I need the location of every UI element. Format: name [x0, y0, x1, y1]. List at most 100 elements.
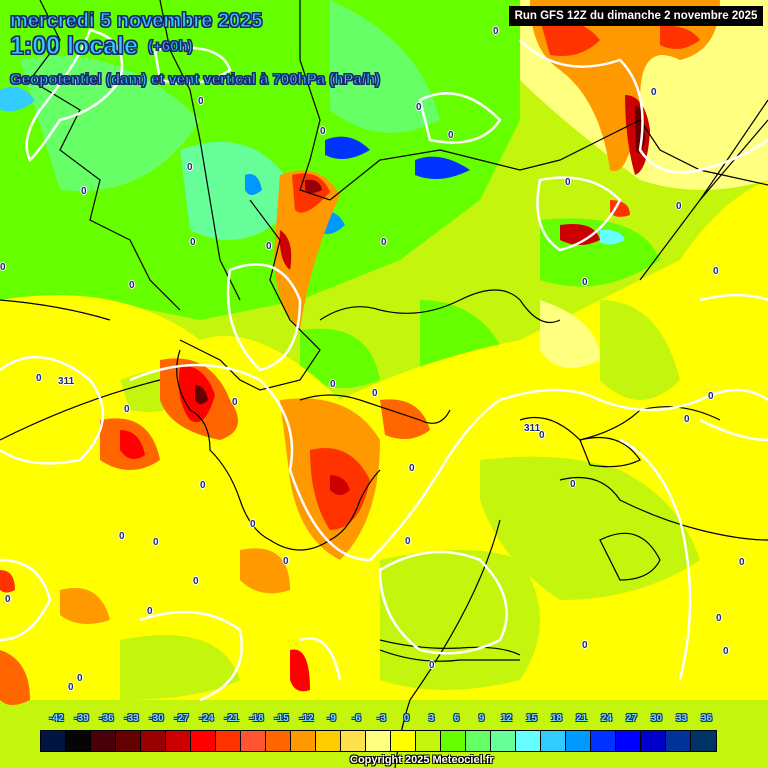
colorbar-tick-label: -39 — [74, 713, 89, 724]
colorbar-swatch — [641, 731, 666, 751]
colorbar-tick-label: 15 — [525, 713, 538, 724]
colorbar — [40, 730, 717, 752]
contour-label: 0 — [68, 682, 74, 693]
zero-contours — [0, 28, 768, 702]
colorbar-swatch — [241, 731, 266, 751]
colorbar-tick-label: -36 — [99, 713, 114, 724]
colorbar-swatch — [116, 731, 141, 751]
colorbar-tick-label: -27 — [174, 713, 189, 724]
contour-label: 0 — [716, 613, 722, 624]
geopotential-label: 311 — [524, 423, 541, 434]
geopotential-label: 311 — [58, 376, 75, 387]
colorbar-tick-label: -15 — [274, 713, 289, 724]
contour-label: 0 — [129, 280, 135, 291]
contour-label: 0 — [187, 162, 193, 173]
forecast-time: 1:00 locale — [10, 32, 139, 61]
colorbar-swatch — [66, 731, 91, 751]
contour-label: 0 — [36, 373, 42, 384]
colorbar-tick-label: -6 — [352, 713, 361, 724]
contour-label: 0 — [320, 126, 326, 137]
parameter-title: Geopotentiel (dam) et vent vertical à 70… — [9, 71, 381, 89]
copyright: Copyright 2025 Meteociel.fr — [350, 754, 494, 766]
colorbar-swatch — [366, 731, 391, 751]
colorbar-tick-label: 0 — [403, 713, 410, 724]
colorbar-swatch — [691, 731, 716, 751]
colorbar-swatch — [341, 731, 366, 751]
colorbar-swatch — [91, 731, 116, 751]
colorbar-swatch — [41, 731, 66, 751]
contour-label: 0 — [429, 660, 435, 671]
colorbar-tick-label: -3 — [377, 713, 386, 724]
contour-label: 0 — [493, 26, 499, 37]
contour-label: 0 — [200, 480, 206, 491]
contour-label: 0 — [250, 519, 256, 530]
contour-label: 0 — [232, 397, 238, 408]
contour-label: 0 — [651, 87, 657, 98]
colorbar-tick-label: -24 — [199, 713, 214, 724]
colorbar-tick-label: -42 — [49, 713, 64, 724]
colorbar-swatch — [266, 731, 291, 751]
contour-label: 0 — [409, 463, 415, 474]
colorbar-swatch — [441, 731, 466, 751]
contour-label: 0 — [570, 479, 576, 490]
contour-label: 0 — [147, 606, 153, 617]
colorbar-swatch — [141, 731, 166, 751]
colorbar-swatch — [666, 731, 691, 751]
colorbar-tick-label: 33 — [675, 713, 688, 724]
contour-label: 0 — [124, 404, 130, 415]
colorbar-tick-label: 36 — [700, 713, 713, 724]
colorbar-swatch — [191, 731, 216, 751]
forecast-offset: (+60h) — [148, 38, 194, 56]
colorbar-swatch — [591, 731, 616, 751]
colorbar-tick-label: 27 — [625, 713, 638, 724]
colorbar-tick-label: -9 — [327, 713, 336, 724]
contour-label: 0 — [381, 237, 387, 248]
contour-label: 0 — [283, 556, 289, 567]
colorbar-swatch — [566, 731, 591, 751]
colorbar-swatch — [291, 731, 316, 751]
colorbar-tick-label: 9 — [478, 713, 485, 724]
contour-label: 0 — [582, 640, 588, 651]
colorbar-swatch — [541, 731, 566, 751]
colorbar-tick-label: -21 — [224, 713, 239, 724]
colorbar-tick-label: 6 — [453, 713, 460, 724]
contour-label: 0 — [119, 531, 125, 542]
contour-label: 0 — [676, 201, 682, 212]
contour-label: 0 — [77, 673, 83, 684]
contour-label: 0 — [416, 102, 422, 113]
colorbar-tick-label: 18 — [550, 713, 563, 724]
contour-label: 0 — [190, 237, 196, 248]
colorbar-swatch — [216, 731, 241, 751]
colorbar-swatch — [516, 731, 541, 751]
contour-label: 0 — [330, 379, 336, 390]
run-banner: Run GFS 12Z du dimanche 2 novembre 2025 — [509, 6, 763, 26]
contour-label: 0 — [405, 536, 411, 547]
colorbar-tick-label: -12 — [299, 713, 314, 724]
colorbar-swatch — [316, 731, 341, 751]
colorbar-swatch — [466, 731, 491, 751]
colorbar-swatch — [616, 731, 641, 751]
colorbar-tick-label: 3 — [428, 713, 435, 724]
forecast-date: mercredi 5 novembre 2025 — [9, 10, 263, 33]
contour-label: 0 — [81, 186, 87, 197]
contour-label: 0 — [198, 96, 204, 107]
colorbar-tick-label: -30 — [149, 713, 164, 724]
colorbar-tick-label: -33 — [124, 713, 139, 724]
colorbar-swatch — [391, 731, 416, 751]
contour-label: 0 — [153, 537, 159, 548]
contour-label: 0 — [708, 391, 714, 402]
colorbar-tick-label: 21 — [575, 713, 588, 724]
colorbar-tick-label: -18 — [249, 713, 264, 724]
colorbar-swatch — [491, 731, 516, 751]
colorbar-tick-label: 12 — [500, 713, 513, 724]
contour-label: 0 — [723, 646, 729, 657]
colorbar-swatch — [166, 731, 191, 751]
colorbar-tick-label: 30 — [650, 713, 663, 724]
contour-label: 0 — [582, 277, 588, 288]
contour-label: 0 — [372, 388, 378, 399]
colorbar-tick-label: 24 — [600, 713, 613, 724]
contour-label: 0 — [448, 130, 454, 141]
colorbar-ticks: -42 -39 -36 -33 -30 -27 -24 -21 -18 -15 -12 -9 -6 -3 0… — [40, 713, 720, 727]
